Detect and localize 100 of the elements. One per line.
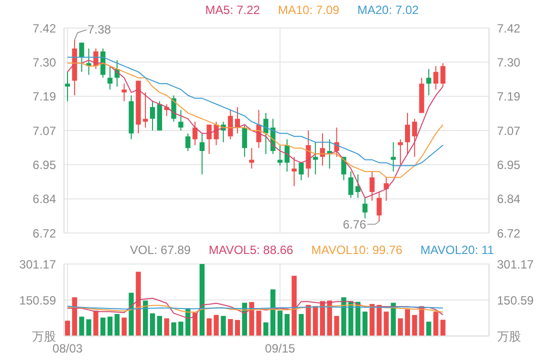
candlestick <box>398 138 403 166</box>
y-tick-label: 7.42 <box>32 21 56 36</box>
y-tick-label: 7.30 <box>32 55 56 70</box>
bar <box>79 316 84 336</box>
bar <box>108 316 112 336</box>
bar <box>72 297 78 336</box>
bar <box>284 314 290 336</box>
bar <box>93 310 98 336</box>
y-tick-label: 6.84 <box>32 192 56 206</box>
candlestick <box>426 68 432 96</box>
bar <box>192 312 198 336</box>
candlestick <box>320 132 325 166</box>
bar <box>200 264 205 336</box>
bar <box>298 314 304 336</box>
candlestick <box>178 110 184 131</box>
bar <box>341 297 346 336</box>
bar <box>433 312 438 336</box>
x-tick-label: 08/03 <box>52 342 83 356</box>
candlestick <box>306 130 311 178</box>
bar <box>228 319 233 336</box>
candlestick <box>192 121 198 146</box>
candlestick <box>228 110 233 140</box>
bar <box>278 310 282 336</box>
y-tick-label: 6.72 <box>32 226 56 240</box>
text: MAVOL5: 88.66 <box>208 243 294 257</box>
bar <box>263 322 268 336</box>
candlestick <box>348 171 354 198</box>
bar <box>292 276 297 336</box>
bar <box>136 272 141 336</box>
y2-tick-label: 301.17 <box>497 257 534 272</box>
y-tick-label: 7.19 <box>32 90 56 104</box>
bar <box>320 301 325 336</box>
bar <box>128 292 134 336</box>
bar <box>164 318 170 336</box>
bar <box>398 318 403 336</box>
candlestick <box>376 192 382 222</box>
candlestick <box>440 62 446 88</box>
bar <box>65 320 70 336</box>
bar <box>214 314 219 336</box>
line-series <box>67 298 444 319</box>
bar <box>327 300 332 336</box>
candlestick <box>200 132 205 175</box>
bar <box>235 320 240 336</box>
candlestick <box>412 118 418 158</box>
bar <box>412 314 418 336</box>
y-tick-label: 301.17 <box>19 257 56 272</box>
y-tick-label: 万股 <box>32 329 56 344</box>
y2-tick-label: 6.72 <box>497 226 521 240</box>
bar <box>171 322 176 336</box>
bar <box>206 318 212 336</box>
y2-tick-label: 6.84 <box>497 192 521 206</box>
line-series <box>67 304 444 313</box>
text: MA10: 7.09 <box>278 3 340 17</box>
text: MA5: 7.22 <box>205 3 260 17</box>
bar <box>114 314 120 336</box>
candlestick <box>214 121 219 146</box>
bar <box>142 300 148 336</box>
text: MAVOL20: 11 <box>420 243 494 257</box>
bar <box>405 309 410 336</box>
bar <box>86 319 92 336</box>
candlestick <box>65 71 70 102</box>
bar <box>312 306 318 336</box>
bar <box>334 316 340 336</box>
annotation: 6.76 <box>342 217 367 232</box>
y2-tick-label: 7.42 <box>497 21 521 36</box>
bar <box>390 302 396 336</box>
bar <box>256 310 262 336</box>
candlestick <box>108 66 112 90</box>
candlestick <box>242 124 248 158</box>
candlestick <box>298 162 304 181</box>
bar <box>376 304 382 336</box>
bar <box>384 312 389 336</box>
bar <box>348 301 354 336</box>
bar <box>178 322 184 336</box>
candlestick <box>433 66 438 90</box>
candlestick <box>390 142 396 172</box>
bar <box>122 318 127 336</box>
series-label: VOL: 67.89 <box>130 243 191 257</box>
bar <box>249 302 254 336</box>
y-tick-label: 6.95 <box>32 158 56 172</box>
candlestick <box>100 48 106 78</box>
bar <box>362 312 368 336</box>
bar <box>440 320 446 336</box>
candlestick <box>362 197 368 219</box>
candlestick <box>312 142 318 175</box>
bar <box>306 304 311 336</box>
bar <box>220 316 226 336</box>
bar <box>270 289 276 336</box>
candlestick <box>79 42 84 72</box>
bar <box>370 304 375 336</box>
y2-tick-label: 6.95 <box>497 158 521 172</box>
annotation: 7.38 <box>88 22 112 37</box>
candlestick <box>185 132 190 152</box>
y2-tick-label: 150.59 <box>497 293 534 308</box>
candlestick <box>370 171 375 202</box>
bar <box>426 322 432 336</box>
x-tick-label: 09/15 <box>265 342 296 356</box>
candlestick <box>292 156 297 187</box>
y2-tick-label: 7.30 <box>497 55 521 70</box>
bar <box>150 313 155 336</box>
